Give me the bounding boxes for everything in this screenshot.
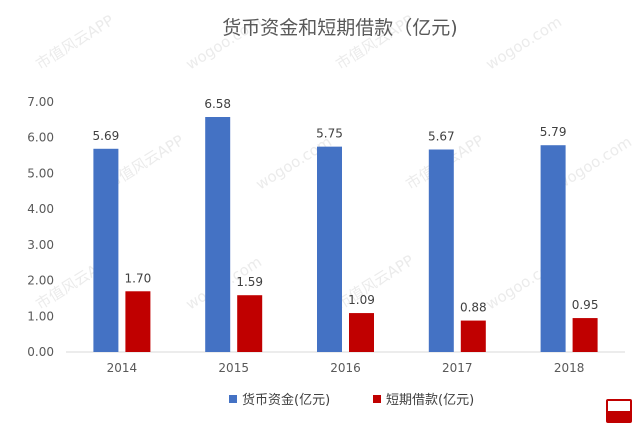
brand-logo [606,399,632,423]
bar-short-term-loan [572,318,598,352]
bar-short-term-loan [460,320,486,352]
data-label: 5.79 [540,125,567,139]
data-label: 5.69 [93,129,120,143]
watermark-text: 市值风云APP [33,11,117,73]
data-label: 5.67 [428,130,455,144]
y-tick-label: 0.00 [27,345,54,359]
legend-label: 货币资金(亿元) [242,392,330,408]
y-tick-label: 7.00 [27,95,54,109]
data-label: 1.59 [236,275,263,289]
bar-series: 5.69 1.70 6.58 1.59 5.75 1.09 5.67 0.88 5.79 0.95 [93,97,599,352]
bar-cash [205,117,231,352]
watermark-text: wogoo.com [483,13,565,74]
x-tick-label: 2018 [554,361,585,375]
legend: 货币资金(亿元) 短期借款(亿元) [229,392,474,408]
x-axis: 2014 2015 2016 2017 2018 [107,361,585,375]
x-tick-label: 2016 [330,361,361,375]
y-tick-label: 4.00 [27,202,54,216]
data-label: 5.75 [316,127,343,141]
data-label: 0.95 [572,298,599,312]
x-tick-label: 2014 [107,361,138,375]
bar-cash [428,149,454,352]
chart-title: 货币资金和短期借款（亿元) [222,17,457,39]
bar-cash [93,148,119,352]
x-tick-label: 2015 [218,361,249,375]
y-tick-label: 3.00 [27,238,54,252]
y-tick-label: 1.00 [27,309,54,323]
bar-cash [317,146,342,352]
x-tick-label: 2017 [442,361,473,375]
legend-swatch [373,395,381,403]
y-tick-label: 2.00 [27,274,54,288]
data-label: 0.88 [460,301,487,315]
bar-short-term-loan [349,313,374,352]
data-label: 1.70 [125,271,152,285]
bar-short-term-loan [237,295,263,352]
legend-swatch [229,395,237,403]
y-tick-label: 6.00 [27,131,54,145]
data-label: 6.58 [204,97,231,111]
bar-short-term-loan [125,291,151,352]
data-label: 1.09 [348,293,375,307]
y-tick-label: 5.00 [27,166,54,180]
y-axis: 0.00 1.00 2.00 3.00 4.00 5.00 6.00 7.00 [27,95,54,359]
legend-label: 短期借款(亿元) [386,393,474,408]
bar-cash [540,145,566,352]
